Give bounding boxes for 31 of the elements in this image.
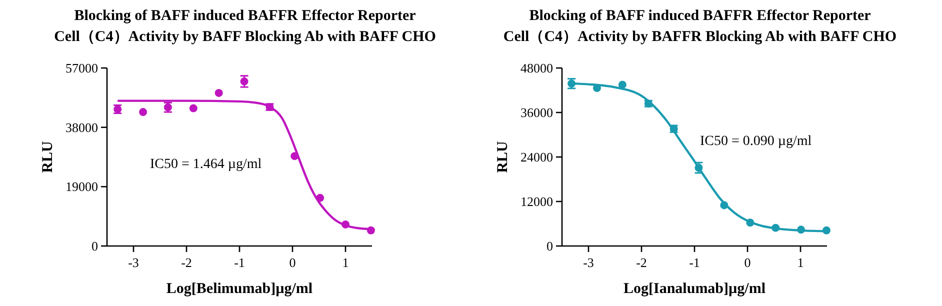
y-axis-title: RLU (495, 141, 511, 173)
y-tick-label: 12000 (520, 194, 553, 210)
x-tick-label: 0 (289, 255, 296, 270)
x-tick-label: 0 (744, 255, 751, 270)
annotation: IC50 = 0.090 µg/ml (700, 134, 812, 149)
x-tick-label: -1 (234, 255, 245, 270)
chart-title: Blocking of BAFF induced BAFFR Effector Reporter Cell（C4）Activity by BAFFR Blocking Ab with BAFF CHO (503, 8, 897, 45)
x-tick-label: -3 (583, 255, 594, 270)
y-tick-label: 19000 (66, 179, 98, 194)
x-tick-label: -1 (689, 255, 700, 270)
point (139, 108, 148, 116)
y-tick-label: 0 (546, 238, 553, 254)
x-axis-title: Log[Ianalumab]µg/ml (624, 281, 766, 297)
x-tick-label: -3 (128, 255, 139, 270)
y-tick-label: 0 (92, 238, 98, 254)
y-tick-label: 48000 (520, 60, 553, 76)
y-tick-label: 38000 (66, 120, 98, 135)
x-tick-label: -2 (181, 255, 192, 270)
point (618, 80, 626, 89)
y-tick-label: 36000 (520, 105, 553, 120)
x-tick-label: -2 (636, 255, 647, 270)
x-tick-label: 1 (342, 255, 349, 270)
y-tick-label: 57000 (66, 60, 98, 76)
y-tick-label: 24000 (520, 150, 553, 165)
point (214, 88, 223, 97)
chart-title: Blocking of BAFF induced BAFFR Effector Reporter Cell（C4）Activity by BAFF Blocking Ab with BAFF CHO (54, 8, 436, 45)
point (189, 104, 198, 112)
annotation: IC50 = 1.464 µg/ml (150, 157, 262, 172)
y-axis-title: RLU (40, 141, 56, 173)
x-tick-label: 1 (797, 255, 804, 270)
x-axis-title: Log[Belimumab]µg/ml (166, 281, 313, 297)
